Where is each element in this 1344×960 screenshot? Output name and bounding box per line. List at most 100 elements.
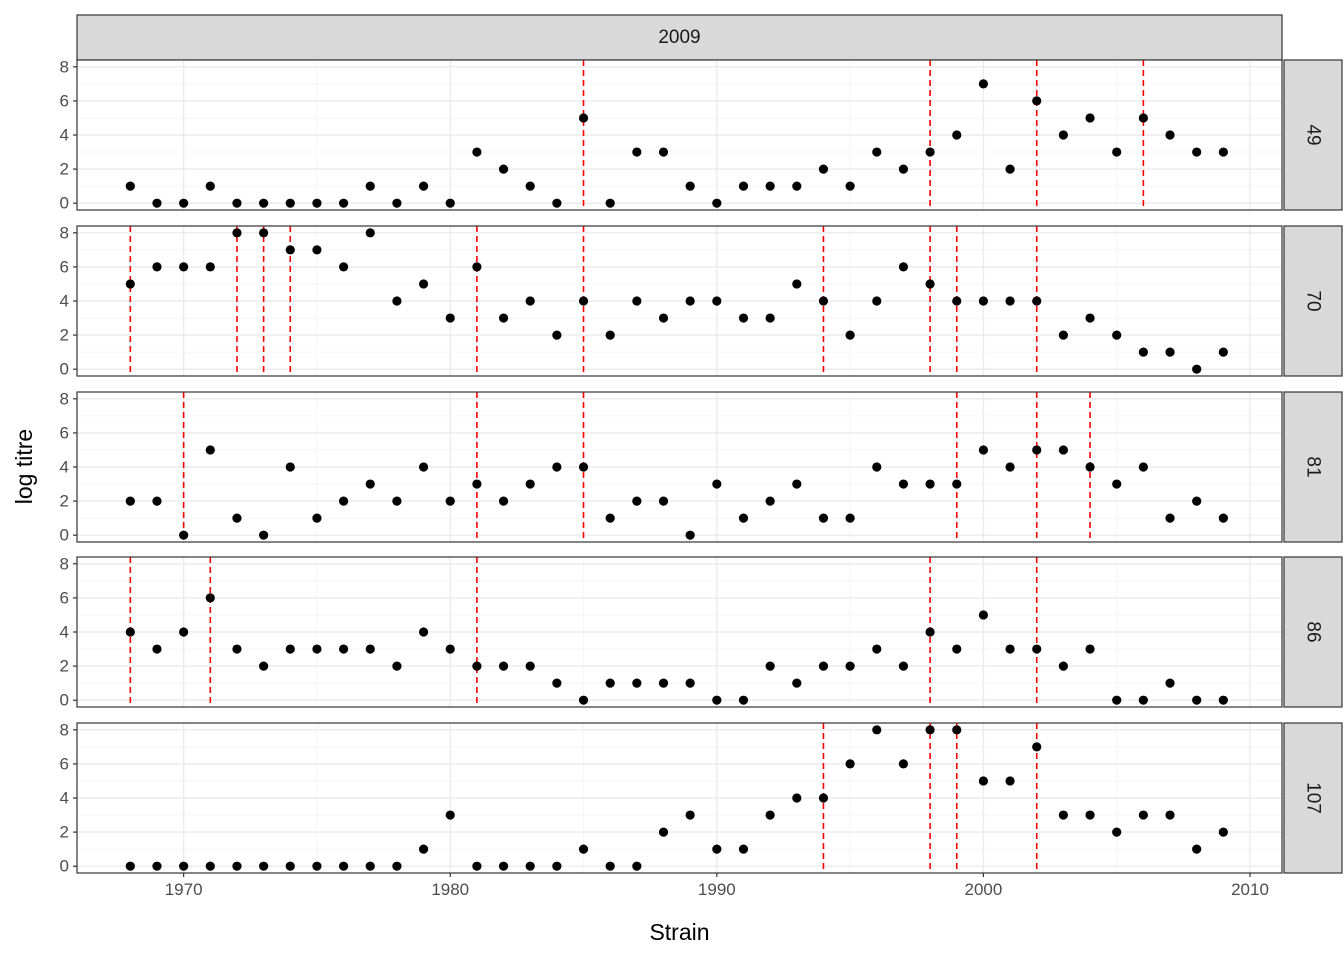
data-point <box>632 678 642 688</box>
data-point <box>1058 661 1068 671</box>
data-point <box>1085 810 1095 820</box>
data-point <box>978 79 989 89</box>
data-point <box>445 810 455 820</box>
facet-strip <box>1283 722 1343 874</box>
data-point <box>498 313 509 323</box>
data-point <box>765 181 775 191</box>
data-point <box>472 861 482 871</box>
data-point <box>498 164 509 174</box>
x-axis-title: Strain <box>649 919 709 945</box>
y-tick-label: 4 <box>60 126 69 145</box>
data-point <box>872 462 882 472</box>
data-point <box>578 844 589 854</box>
data-point <box>952 296 962 306</box>
data-point <box>578 462 589 472</box>
data-point <box>552 462 562 472</box>
data-point <box>1165 130 1175 140</box>
y-tick-label: 4 <box>60 292 69 311</box>
data-point <box>898 262 909 272</box>
data-point <box>792 479 802 489</box>
data-point <box>792 793 802 803</box>
data-point <box>845 330 855 340</box>
data-point <box>285 861 295 871</box>
data-point <box>552 198 562 208</box>
data-point <box>285 198 295 208</box>
data-point <box>1032 742 1042 752</box>
data-point <box>632 147 642 157</box>
data-point <box>605 513 615 523</box>
panel-70: 0 2 4 6 8 70 <box>60 223 1343 379</box>
data-point <box>472 479 482 489</box>
data-point <box>1005 296 1015 306</box>
panel-49: 0 2 4 6 8 49 <box>60 57 1343 213</box>
data-point <box>338 861 349 871</box>
y-axis-title: log titre <box>11 429 37 504</box>
facet-strip <box>1283 225 1343 377</box>
data-point <box>179 627 189 637</box>
data-point <box>1032 644 1042 654</box>
y-tick-label: 0 <box>60 526 69 545</box>
data-point <box>632 496 642 506</box>
data-point <box>125 496 135 506</box>
facet-strip <box>1283 59 1343 211</box>
data-point <box>685 181 695 191</box>
data-point <box>1112 330 1122 340</box>
panel-81: 0 2 4 6 8 81 <box>60 389 1343 545</box>
y-tick-label: 6 <box>60 257 69 276</box>
data-point <box>152 644 162 654</box>
x-axis: 1970 1980 1990 2000 2010 <box>165 873 1269 899</box>
data-point <box>179 861 189 871</box>
data-point <box>125 627 135 637</box>
data-point <box>685 810 695 820</box>
data-point <box>1218 513 1228 523</box>
data-point <box>312 245 322 255</box>
data-point <box>952 725 962 735</box>
data-point <box>418 627 429 637</box>
data-point <box>1085 644 1095 654</box>
data-point <box>1192 364 1202 374</box>
data-point <box>925 279 935 289</box>
facet-strip <box>1283 556 1343 708</box>
data-point <box>872 296 882 306</box>
data-point <box>845 181 855 191</box>
data-point <box>418 279 429 289</box>
data-point <box>792 279 802 289</box>
data-point <box>765 661 775 671</box>
data-point <box>1138 113 1148 123</box>
data-point <box>152 198 162 208</box>
data-point <box>605 678 615 688</box>
data-point <box>925 479 935 489</box>
data-point <box>232 861 242 871</box>
data-point <box>738 513 749 523</box>
data-point <box>978 610 989 620</box>
facet-label: 70 <box>1303 290 1324 311</box>
data-point <box>658 827 669 837</box>
data-point <box>1218 695 1228 705</box>
data-point <box>898 661 909 671</box>
y-tick-label: 2 <box>60 657 69 676</box>
data-point <box>285 245 295 255</box>
data-point <box>925 627 935 637</box>
data-point <box>578 695 589 705</box>
data-point <box>792 678 802 688</box>
data-point <box>392 296 402 306</box>
data-point <box>818 513 829 523</box>
data-point <box>925 725 935 735</box>
y-tick-label: 8 <box>60 223 69 242</box>
data-point <box>818 793 829 803</box>
data-point <box>365 479 375 489</box>
data-point <box>152 496 162 506</box>
data-point <box>712 479 722 489</box>
data-point <box>952 479 962 489</box>
data-point <box>658 313 669 323</box>
data-point <box>1005 776 1015 786</box>
data-point <box>1218 347 1228 357</box>
facet-label: 81 <box>1303 456 1324 477</box>
data-point <box>738 181 749 191</box>
data-point <box>445 644 455 654</box>
data-point <box>1138 347 1148 357</box>
data-point <box>365 228 375 238</box>
data-point <box>498 861 509 871</box>
facet-strip <box>1283 391 1343 543</box>
